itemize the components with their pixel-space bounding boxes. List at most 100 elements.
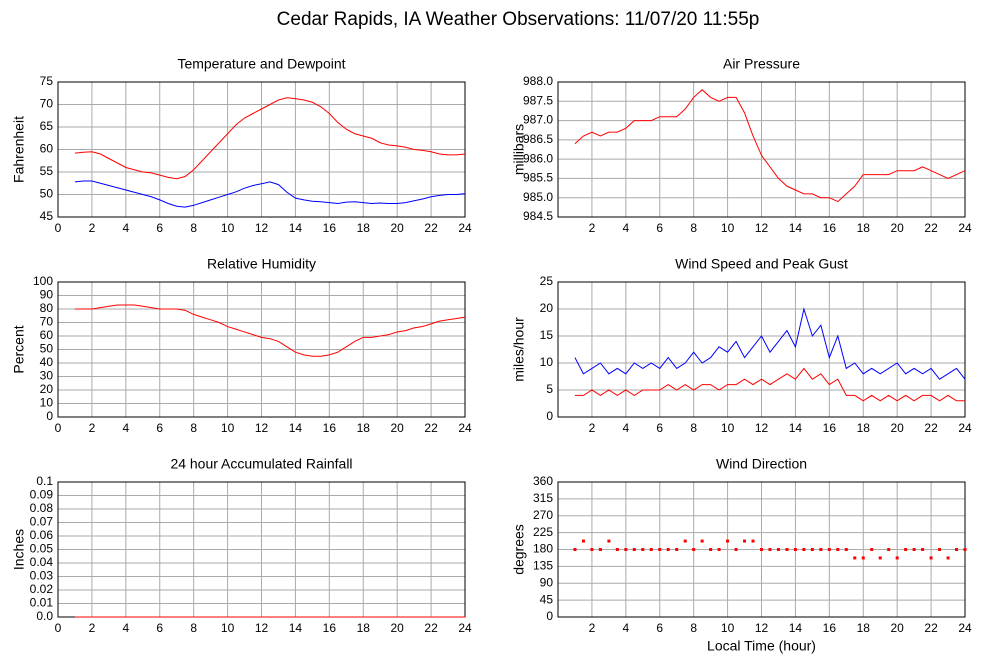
data-line bbox=[74, 180, 466, 208]
data-line bbox=[574, 307, 966, 380]
x-tick-label: 6 bbox=[156, 421, 163, 435]
x-tick-label: 0 bbox=[55, 621, 62, 635]
x-tick-label: 4 bbox=[122, 421, 129, 435]
data-point bbox=[675, 548, 679, 551]
y-axis-label: Percent bbox=[11, 325, 27, 373]
y-axis-label: Inches bbox=[11, 529, 27, 570]
data-point bbox=[581, 539, 585, 543]
x-tick-label: 24 bbox=[958, 221, 972, 235]
panel-title: Wind Speed and Peak Gust bbox=[675, 256, 848, 272]
y-tick-label: 80 bbox=[40, 301, 54, 315]
data-point bbox=[921, 548, 925, 551]
y-tick-label: 0.09 bbox=[30, 488, 54, 502]
y-tick-label: 20 bbox=[40, 382, 54, 396]
x-tick-label: 12 bbox=[255, 421, 269, 435]
x-tick-label: 14 bbox=[789, 421, 803, 435]
data-point bbox=[802, 548, 806, 551]
x-tick-label: 4 bbox=[622, 221, 629, 235]
data-point bbox=[624, 548, 628, 551]
x-tick-label: 24 bbox=[458, 221, 472, 235]
x-tick-label: 12 bbox=[255, 621, 269, 635]
y-tick-label: 0.04 bbox=[30, 555, 54, 569]
y-tick-label: 0 bbox=[546, 609, 553, 623]
x-tick-label: 6 bbox=[656, 621, 663, 635]
y-tick-label: 0.1 bbox=[36, 474, 53, 488]
data-point bbox=[751, 539, 755, 543]
x-tick-label: 10 bbox=[721, 621, 735, 635]
data-point bbox=[878, 556, 882, 560]
y-tick-label: 135 bbox=[533, 559, 553, 573]
data-point bbox=[912, 548, 916, 551]
x-tick-label: 22 bbox=[424, 421, 438, 435]
y-tick-label: 70 bbox=[40, 315, 54, 329]
y-tick-label: 65 bbox=[40, 119, 54, 133]
y-tick-label: 20 bbox=[540, 301, 554, 315]
y-tick-label: 225 bbox=[533, 525, 553, 539]
x-tick-label: 24 bbox=[458, 621, 472, 635]
data-point bbox=[590, 548, 594, 551]
plot-frame bbox=[557, 281, 966, 418]
x-tick-label: 16 bbox=[823, 621, 837, 635]
x-tick-label: 14 bbox=[289, 621, 303, 635]
x-tick-label: 2 bbox=[89, 621, 96, 635]
x-tick-label: 22 bbox=[424, 221, 438, 235]
panel-title: 24 hour Accumulated Rainfall bbox=[170, 456, 352, 472]
y-tick-label: 0.0 bbox=[36, 609, 53, 623]
x-tick-label: 16 bbox=[323, 621, 337, 635]
y-tick-label: 15 bbox=[540, 328, 554, 342]
y-tick-label: 987.5 bbox=[523, 93, 553, 107]
y-tick-label: 40 bbox=[40, 355, 54, 369]
data-point bbox=[726, 539, 730, 543]
x-tick-label: 6 bbox=[656, 221, 663, 235]
data-point bbox=[946, 556, 950, 560]
y-axis-label: degrees bbox=[511, 524, 527, 575]
x-tick-label: 16 bbox=[323, 221, 337, 235]
x-tick-label: 10 bbox=[221, 621, 235, 635]
data-point bbox=[666, 548, 670, 551]
x-tick-label: 2 bbox=[89, 221, 96, 235]
plot-frame bbox=[57, 81, 466, 218]
x-tick-label: 20 bbox=[890, 221, 904, 235]
y-tick-label: 45 bbox=[540, 592, 554, 606]
y-tick-label: 100 bbox=[33, 274, 53, 288]
page-title: Cedar Rapids, IA Weather Observations: 1… bbox=[277, 9, 760, 30]
panel-title: Air Pressure bbox=[723, 56, 800, 72]
data-point bbox=[819, 548, 823, 551]
data-point bbox=[861, 556, 865, 560]
x-tick-label: 8 bbox=[690, 221, 697, 235]
y-tick-label: 50 bbox=[40, 342, 54, 356]
x-tick-label: 18 bbox=[857, 221, 871, 235]
y-tick-label: 60 bbox=[40, 328, 54, 342]
x-tick-label: 10 bbox=[721, 421, 735, 435]
x-tick-label: 22 bbox=[924, 221, 938, 235]
x-tick-label: 10 bbox=[221, 421, 235, 435]
panel-title: Relative Humidity bbox=[207, 256, 316, 272]
data-point bbox=[929, 556, 933, 560]
x-tick-label: 18 bbox=[357, 221, 371, 235]
y-tick-label: 90 bbox=[40, 288, 54, 302]
x-tick-label: 14 bbox=[289, 221, 303, 235]
x-tick-label: 12 bbox=[755, 221, 769, 235]
x-tick-label: 18 bbox=[857, 421, 871, 435]
y-tick-label: 0.06 bbox=[30, 528, 54, 542]
data-point bbox=[776, 548, 780, 551]
x-tick-label: 6 bbox=[156, 621, 163, 635]
data-point bbox=[709, 548, 713, 551]
x-tick-label: 12 bbox=[755, 421, 769, 435]
data-point bbox=[615, 548, 619, 551]
x-tick-label: 14 bbox=[789, 221, 803, 235]
y-tick-label: 987.0 bbox=[523, 113, 553, 127]
data-point bbox=[658, 548, 662, 551]
data-point bbox=[692, 548, 696, 551]
y-tick-label: 60 bbox=[40, 142, 54, 156]
x-tick-label: 0 bbox=[55, 221, 62, 235]
x-tick-label: 24 bbox=[458, 421, 472, 435]
data-line bbox=[574, 89, 966, 203]
data-point bbox=[598, 548, 602, 551]
y-tick-label: 985.0 bbox=[523, 190, 553, 204]
y-tick-label: 985.5 bbox=[523, 171, 553, 185]
data-line bbox=[74, 97, 466, 180]
data-point bbox=[963, 548, 967, 551]
y-tick-label: 30 bbox=[40, 369, 54, 383]
